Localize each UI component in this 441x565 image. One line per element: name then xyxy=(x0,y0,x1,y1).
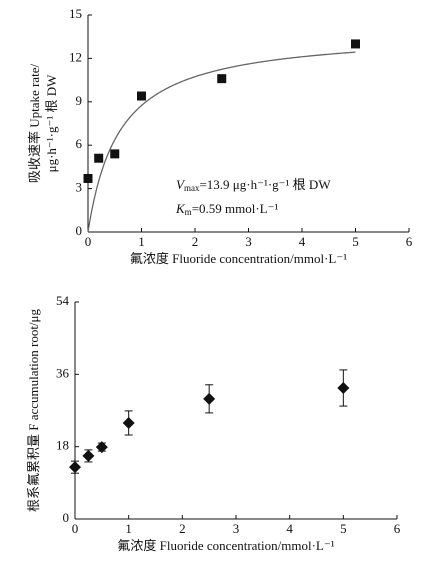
x-tick-label: 4 xyxy=(286,521,293,536)
point xyxy=(95,441,108,454)
y-tick-label: 12 xyxy=(69,49,82,64)
y-tick-label: 0 xyxy=(76,223,83,238)
point xyxy=(69,461,81,474)
annotation-text: =13.9 μg·h⁻¹·g⁻¹ 根 DW xyxy=(199,177,331,192)
y-tick-label: 15 xyxy=(69,6,82,21)
x-axis-label: 氟浓度 Fluoride concentration/mmol·L⁻¹ xyxy=(117,538,334,553)
y-tick-label: 9 xyxy=(76,93,83,108)
y-tick-label: 0 xyxy=(63,510,70,525)
point xyxy=(110,149,120,159)
annotation-text: K xyxy=(175,201,186,216)
point xyxy=(203,392,216,405)
y-tick-label: 54 xyxy=(56,293,70,308)
x-tick-label: 4 xyxy=(299,234,306,249)
x-axis-label: 氟浓度 Fluoride concentration/mmol·L⁻¹ xyxy=(130,251,347,266)
x-tick-label: 2 xyxy=(192,234,199,249)
point xyxy=(337,381,350,394)
y-tick-label: 36 xyxy=(56,365,70,380)
x-tick-label: 6 xyxy=(406,234,413,249)
point xyxy=(83,173,93,183)
annotation: Vmax=13.9 μg·h⁻¹·g⁻¹ 根 DW xyxy=(176,177,331,193)
point xyxy=(351,39,360,49)
point xyxy=(94,153,104,163)
y-axis-label: 根系氟累积量 F accumulation root/μg xyxy=(26,308,41,512)
y-axis-label: 吸收速率 Uptake rate/ xyxy=(27,64,42,184)
fit-curve xyxy=(87,51,356,233)
point xyxy=(82,449,95,462)
y-tick-label: 18 xyxy=(56,438,69,453)
x-tick-label: 3 xyxy=(233,521,240,536)
annotation-text: =0.59 mmol·L⁻¹ xyxy=(192,201,279,216)
y-axis-label: μg·h⁻¹·g⁻¹ 根 DW xyxy=(44,74,59,173)
y-tick-label: 3 xyxy=(76,180,83,195)
x-tick-label: 2 xyxy=(179,521,186,536)
x-tick-label: 1 xyxy=(138,234,145,249)
x-tick-label: 0 xyxy=(72,521,79,536)
y-tick-label: 6 xyxy=(76,136,83,151)
x-tick-label: 1 xyxy=(125,521,132,536)
annotation-sub: m xyxy=(185,207,192,217)
x-tick-label: 5 xyxy=(340,521,347,536)
x-tick-label: 0 xyxy=(85,234,92,249)
point xyxy=(217,74,227,84)
annotation: Km=0.59 mmol·L⁻¹ xyxy=(175,201,278,217)
point xyxy=(137,91,146,101)
point xyxy=(122,416,135,429)
x-tick-label: 5 xyxy=(352,234,359,249)
x-tick-label: 6 xyxy=(394,521,401,536)
x-tick-label: 3 xyxy=(245,234,252,249)
annotation-sub: max xyxy=(184,183,200,193)
annotation-text: V xyxy=(176,177,186,192)
